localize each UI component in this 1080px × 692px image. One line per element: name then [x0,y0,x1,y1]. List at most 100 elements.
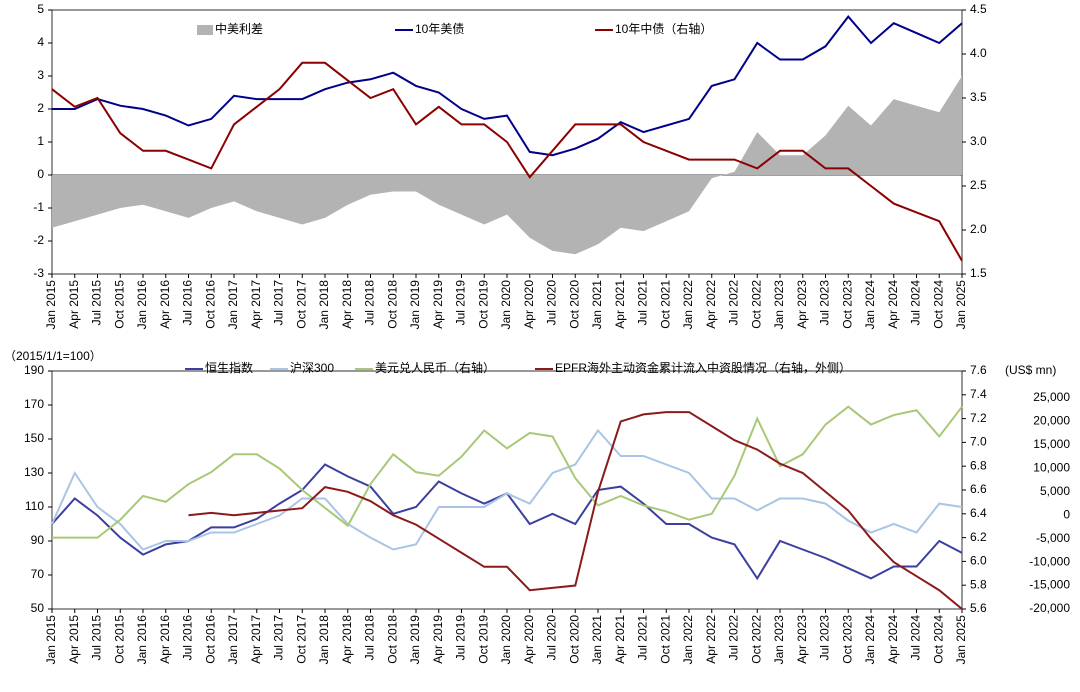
y2-tick-label: 7.0 [970,435,987,449]
y2-tick-label: 6.8 [970,458,987,472]
x-tick-label: Jul 2017 [272,615,286,661]
x-tick-label: Jan 2019 [408,280,422,330]
y-tick-label: 0 [37,167,44,181]
x-tick-label: Oct 2023 [840,615,854,664]
x-tick-label: Apr 2024 [886,615,900,664]
x-tick-label: Jan 2025 [954,280,968,330]
x-tick-label: Jan 2025 [954,615,968,665]
y-tick-label: 90 [31,533,45,547]
y-tick-label: 190 [24,363,44,377]
legend-label: EPFR海外主动资金累计流入中资股情况（右轴，外侧） [555,360,851,375]
legend-label: 中美利差 [215,21,263,36]
y2-tick-label: 1.5 [970,266,987,280]
x-tick-label: Jan 2015 [44,280,58,330]
y-tick-label: 1 [37,134,44,148]
y3-tick-label: 10,000 [1033,461,1070,475]
x-tick-label: Oct 2017 [294,280,308,329]
y2-tick-label: 3.5 [970,90,987,104]
x-tick-label: Jan 2019 [408,615,422,665]
x-tick-label: Apr 2022 [704,615,718,664]
x-tick-label: Jul 2019 [454,615,468,661]
x-tick-label: Jan 2017 [226,615,240,665]
x-tick-label: Apr 2020 [522,280,536,329]
y2-tick-label: 6.4 [970,506,987,520]
x-tick-label: Apr 2016 [158,615,172,664]
y2-tick-label: 4.0 [970,46,987,60]
y-tick-label: 50 [31,601,45,615]
legend-swatch [197,25,213,35]
x-tick-label: Jul 2023 [818,615,832,661]
legend-label: 恒生指数 [205,360,253,375]
x-tick-label: Oct 2019 [476,280,490,329]
y3-tick-label: -10,000 [1029,554,1070,568]
x-tick-label: Oct 2021 [658,615,672,664]
x-tick-label: Jan 2022 [681,615,695,665]
x-tick-label: Jul 2016 [181,615,195,661]
y-axis-label: （2015/1/1=100） [4,349,102,363]
x-tick-label: Apr 2024 [886,280,900,329]
y2-tick-label: 2.5 [970,178,987,192]
x-tick-label: Jan 2020 [499,615,513,665]
x-tick-label: Oct 2020 [567,615,581,664]
legend-label: 美元兑人民币（右轴） [375,360,495,375]
x-tick-label: Apr 2021 [613,280,627,329]
x-tick-label: Oct 2024 [931,615,945,664]
y-tick-label: 130 [24,465,44,479]
y2-tick-label: 6.6 [970,482,987,496]
x-tick-label: Jan 2018 [317,615,331,665]
line-series [51,428,963,551]
x-tick-label: Jan 2021 [590,280,604,330]
y2-tick-label: 6.0 [970,554,987,568]
y2-tick-label: 7.6 [970,363,987,377]
x-tick-label: Apr 2021 [613,615,627,664]
x-tick-label: Jan 2018 [317,280,331,330]
x-tick-label: Jul 2024 [909,615,923,661]
y3-tick-label: -15,000 [1029,578,1070,592]
y2-tick-label: 6.2 [970,530,987,544]
x-tick-label: Jul 2017 [272,280,286,326]
x-tick-label: Jul 2021 [636,280,650,326]
x-tick-label: Oct 2017 [294,615,308,664]
x-tick-label: Apr 2023 [795,280,809,329]
y3-tick-label: 15,000 [1033,437,1070,451]
plot-frame [51,370,963,610]
y2-tick-label: 4.5 [970,2,987,16]
x-tick-label: Apr 2015 [67,280,81,329]
x-tick-label: Oct 2016 [203,280,217,329]
x-tick-label: Jan 2015 [44,615,58,665]
x-tick-label: Jul 2015 [90,280,104,326]
y-tick-label: 70 [31,567,45,581]
y2-tick-label: 7.2 [970,411,987,425]
y3-tick-label: 5,000 [1040,484,1070,498]
y2-tick-label: 2.0 [970,222,987,236]
x-tick-label: Jul 2022 [727,280,741,326]
x-tick-label: Oct 2018 [385,280,399,329]
x-tick-label: Jul 2021 [636,615,650,661]
y-tick-label: 3 [37,68,44,82]
x-tick-label: Jul 2024 [909,280,923,326]
x-tick-label: Oct 2019 [476,615,490,664]
area-series [52,76,962,255]
x-tick-label: Jul 2019 [454,280,468,326]
y-tick-label: 2 [37,101,44,115]
x-tick-label: Oct 2018 [385,615,399,664]
line-series [52,405,963,539]
x-tick-label: Jul 2020 [545,280,559,326]
x-tick-label: Oct 2016 [203,615,217,664]
line-series [51,463,963,581]
x-tick-label: Jan 2022 [681,280,695,330]
x-tick-label: Apr 2017 [249,615,263,664]
x-tick-label: Apr 2022 [704,280,718,329]
y3-tick-label: -5,000 [1036,531,1070,545]
line-series [188,411,963,610]
y-tick-label: 5 [37,2,44,16]
x-tick-label: Apr 2015 [67,615,81,664]
y-tick-label: -1 [33,200,44,214]
x-tick-label: Jul 2022 [727,615,741,661]
y2-tick-label: 3.0 [970,134,987,148]
x-tick-label: Jul 2015 [90,615,104,661]
x-tick-label: Jan 2020 [499,280,513,330]
x-tick-label: Oct 2021 [658,280,672,329]
legend-label: 10年美债 [415,22,464,36]
